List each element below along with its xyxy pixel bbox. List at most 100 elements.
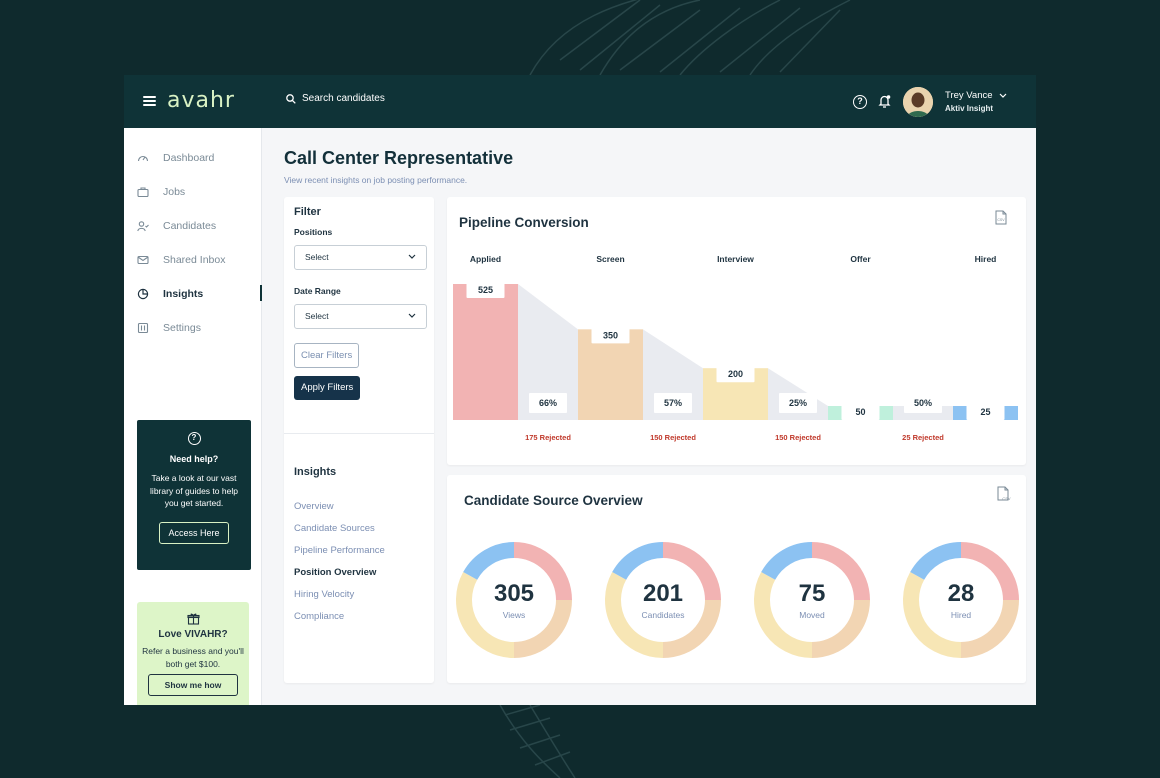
donut-segment bbox=[754, 572, 813, 658]
referral-card: Love VIVAHR? Refer a business and you'll… bbox=[137, 602, 249, 705]
insights-nav-title: Insights bbox=[294, 466, 337, 478]
conversion-rate-label: 50% bbox=[914, 398, 932, 408]
candidate-source-card: Candidate Source Overview CSV 305 Views 20… bbox=[447, 475, 1026, 683]
filter-title: Filter bbox=[294, 206, 321, 218]
donut-label: Views bbox=[502, 610, 526, 620]
conversion-tab bbox=[654, 393, 692, 413]
funnel-connector bbox=[518, 284, 578, 420]
pipeline-funnel-chart: 525 66% 350 57% 200 25% 50 50% 25 bbox=[453, 280, 1018, 420]
positions-select[interactable]: Select bbox=[294, 245, 427, 270]
donut-segment bbox=[761, 542, 813, 581]
funnel-value-tab bbox=[716, 364, 755, 383]
sidebar-item-insights[interactable]: Insights bbox=[137, 288, 203, 300]
rejected-count-label: 175 Rejected bbox=[525, 433, 571, 442]
sidebar-item-dashboard[interactable]: Dashboard bbox=[137, 152, 214, 164]
pipeline-conversion-card: Pipeline Conversion CSV Applied Screen Int… bbox=[447, 197, 1026, 465]
help-icon[interactable]: ? bbox=[853, 95, 867, 109]
apply-filters-button[interactable]: Apply Filters bbox=[294, 376, 361, 400]
sidebar-item-jobs[interactable]: Jobs bbox=[137, 186, 185, 198]
donut-chart bbox=[903, 542, 1019, 658]
referral-card-title: Love VIVAHR? bbox=[158, 629, 228, 640]
chevron-down-icon bbox=[408, 254, 416, 259]
donut-segment bbox=[960, 599, 1019, 658]
svg-text:CSV: CSV bbox=[997, 218, 1005, 222]
brand-logo[interactable]: avahr bbox=[167, 88, 235, 113]
date-range-select[interactable]: Select bbox=[294, 304, 427, 329]
conversion-rate-label: 25% bbox=[789, 398, 807, 408]
sidebar-item-candidates[interactable]: Candidates bbox=[137, 220, 216, 232]
funnel-stage-label: Offer bbox=[850, 254, 871, 264]
donut-segment bbox=[456, 572, 515, 658]
user-menu[interactable]: Trey Vance Aktiv Insight bbox=[945, 90, 1007, 113]
insights-link-overview[interactable]: Overview bbox=[294, 501, 334, 512]
insights-link-position-overview[interactable]: Position Overview bbox=[294, 567, 377, 578]
insights-link-candidate-sources[interactable]: Candidate Sources bbox=[294, 523, 375, 534]
source-donut: 28 Hired bbox=[902, 541, 1020, 659]
conversion-rate-label: 66% bbox=[539, 398, 557, 408]
dashboard-icon bbox=[137, 155, 149, 162]
funnel-value-label: 50 bbox=[855, 407, 865, 417]
donut-segment bbox=[903, 572, 962, 658]
help-card: ? Need help? Take a look at our vast lib… bbox=[137, 420, 251, 570]
divider bbox=[284, 433, 434, 434]
donut-segment bbox=[513, 542, 572, 601]
briefcase-icon bbox=[137, 187, 149, 198]
rejected-count-label: 25 Rejected bbox=[902, 433, 944, 442]
donut-chart bbox=[605, 542, 721, 658]
help-circle-icon: ? bbox=[187, 432, 201, 445]
funnel-value-tab bbox=[466, 280, 505, 298]
page-subtitle: View recent insights on job posting perf… bbox=[284, 175, 468, 185]
sidebar: Dashboard Jobs Candidates Shared Inbox I… bbox=[124, 128, 262, 705]
help-card-title: Need help? bbox=[169, 454, 219, 464]
mail-icon bbox=[137, 255, 149, 265]
insights-link-pipeline-performance[interactable]: Pipeline Performance bbox=[294, 545, 385, 556]
funnel-bar bbox=[453, 284, 518, 420]
funnel-stage-label: Screen bbox=[596, 254, 625, 264]
show-me-how-button[interactable]: Show me how bbox=[147, 674, 239, 696]
access-here-button[interactable]: Access Here bbox=[159, 521, 229, 544]
search-placeholder: Search candidates bbox=[302, 93, 385, 104]
source-donut: 305 Views bbox=[455, 541, 573, 659]
user-name: Trey Vance bbox=[945, 90, 993, 101]
clear-filters-button[interactable]: Clear Filters bbox=[294, 343, 360, 368]
insights-link-compliance[interactable]: Compliance bbox=[294, 611, 345, 622]
donut-segment bbox=[960, 542, 1019, 601]
user-org: Aktiv Insight bbox=[945, 104, 994, 113]
sidebar-item-settings[interactable]: Settings bbox=[137, 322, 201, 334]
donut-segment bbox=[662, 542, 721, 601]
chevron-down-icon bbox=[999, 93, 1006, 98]
csv-file-icon[interactable]: CSV bbox=[997, 486, 1011, 502]
donut-segment bbox=[662, 599, 721, 658]
donut-label: Hired bbox=[950, 610, 972, 620]
csv-file-icon[interactable]: CSV bbox=[995, 210, 1007, 225]
rejected-count-label: 150 Rejected bbox=[650, 433, 696, 442]
conversion-tab bbox=[779, 393, 817, 413]
search-input[interactable]: Search candidates bbox=[286, 93, 385, 104]
referral-card-body: Refer a business and you'll both get $10… bbox=[142, 646, 244, 669]
donut-segment bbox=[513, 599, 572, 658]
conversion-tab bbox=[529, 393, 567, 413]
date-range-label: Date Range bbox=[294, 286, 341, 296]
source-donut: 75 Moved bbox=[753, 541, 871, 659]
donut-segment bbox=[811, 542, 870, 601]
funnel-value-tab bbox=[591, 325, 630, 344]
avatar[interactable] bbox=[903, 87, 933, 117]
insights-link-hiring-velocity[interactable]: Hiring Velocity bbox=[294, 589, 355, 600]
sidebar-item-shared-inbox[interactable]: Shared Inbox bbox=[137, 254, 225, 266]
menu-icon[interactable] bbox=[143, 96, 156, 106]
pipeline-title: Pipeline Conversion bbox=[459, 215, 589, 230]
conversion-rate-label: 57% bbox=[664, 398, 682, 408]
funnel-value-label: 525 bbox=[478, 285, 493, 295]
svg-text:CSV: CSV bbox=[1002, 496, 1011, 501]
notification-bell-icon[interactable] bbox=[878, 94, 891, 108]
donut-segment bbox=[910, 542, 962, 581]
donut-label: Moved bbox=[799, 610, 825, 620]
app-window: avahr Search candidates ? Trey Vance Akt… bbox=[124, 75, 1036, 705]
page-title: Call Center Representative bbox=[284, 148, 514, 168]
active-nav-indicator bbox=[260, 285, 262, 301]
funnel-value-tab bbox=[966, 402, 1005, 420]
donut-label: Candidates bbox=[641, 610, 685, 620]
donut-segment bbox=[605, 572, 664, 658]
donut-value: 201 bbox=[642, 580, 684, 607]
pie-chart-icon bbox=[137, 288, 149, 300]
